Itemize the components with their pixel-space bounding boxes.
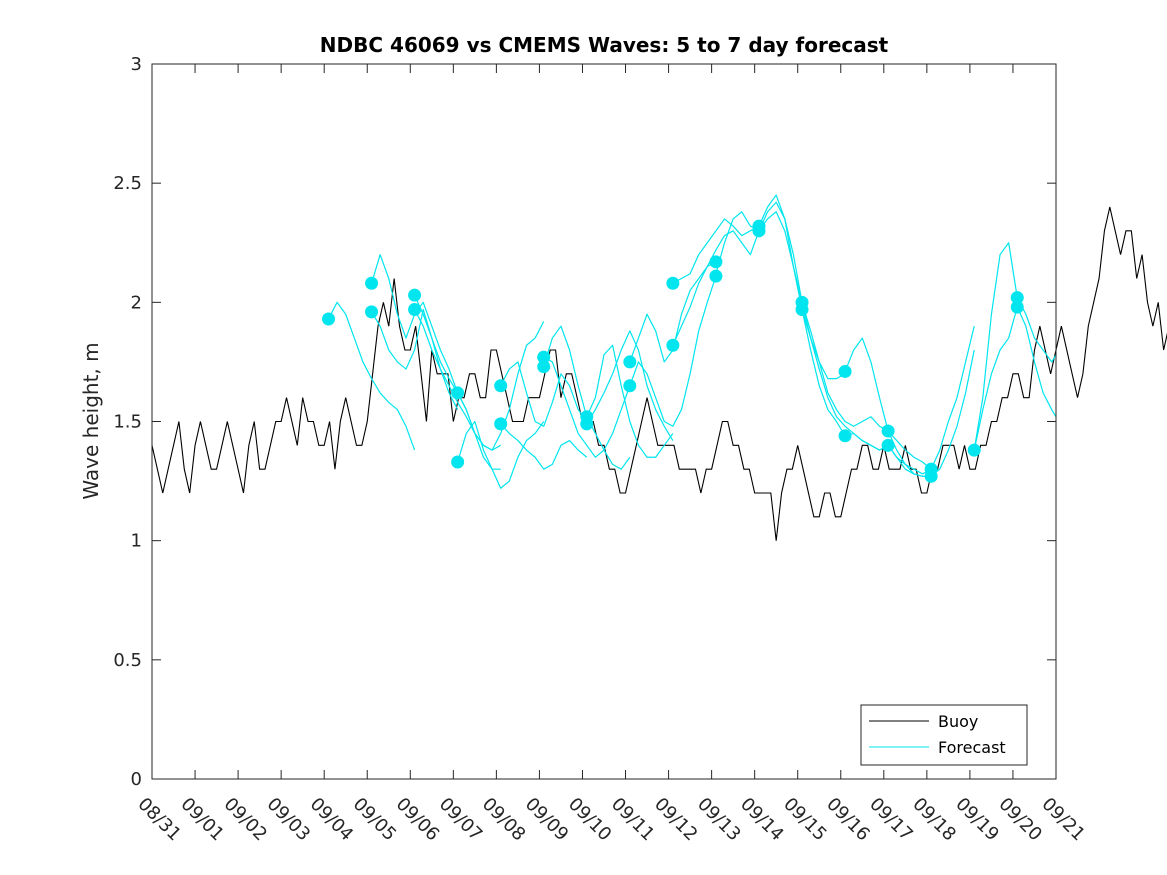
- legend-label-buoy: Buoy: [938, 712, 978, 731]
- forecast-marker: [838, 429, 852, 443]
- forecast-line: [586, 344, 674, 458]
- plot-background: [152, 64, 1056, 779]
- forecast-line: [629, 275, 717, 427]
- forecast-line: [801, 302, 889, 432]
- y-tick-label: 1: [131, 531, 142, 552]
- forecast-marker: [924, 469, 938, 483]
- forecast-marker: [666, 338, 680, 352]
- plot-frame: [151, 63, 1057, 780]
- forecast-line: [500, 361, 588, 427]
- forecast-line: [543, 356, 631, 458]
- forecast-marker: [365, 305, 379, 319]
- forecast-marker: [752, 224, 766, 238]
- forecast-marker: [881, 438, 895, 452]
- forecast-marker: [623, 355, 637, 369]
- forecast-marker: [322, 312, 335, 326]
- forecast-marker: [494, 379, 508, 393]
- y-axis-label: Wave height, m: [79, 342, 103, 499]
- y-tick-label: 2: [131, 292, 142, 313]
- forecast-marker: [709, 255, 723, 269]
- chart-title: NDBC 46069 vs CMEMS Waves: 5 to 7 day fo…: [320, 33, 889, 57]
- y-tick-label: 0: [131, 769, 142, 790]
- forecast-marker: [967, 443, 981, 457]
- forecast-marker: [408, 302, 422, 316]
- forecast-marker: [666, 276, 680, 290]
- forecast-line: [500, 423, 588, 470]
- forecast-marker: [537, 350, 551, 364]
- forecast-marker: [1010, 300, 1024, 314]
- y-tick-label: 3: [131, 54, 142, 75]
- forecast-marker: [1010, 291, 1024, 305]
- plot-area: [151, 63, 1167, 780]
- forecast-marker: [795, 302, 809, 316]
- y-tick-label: 2.5: [113, 173, 142, 194]
- forecast-line: [672, 230, 760, 346]
- forecast-marker: [537, 360, 551, 374]
- forecast-marker: [451, 386, 465, 400]
- forecast-line: [586, 330, 674, 441]
- legend-label-forecast: Forecast: [938, 738, 1006, 757]
- forecast-line: [371, 308, 459, 410]
- y-tick-labels: 0 0.5 1 1.5 2 2.5 3: [113, 54, 142, 790]
- forecast-marker: [451, 455, 465, 469]
- legend-box: [860, 704, 1028, 766]
- forecast-marker: [494, 417, 508, 431]
- forecast-marker: [881, 424, 895, 438]
- forecast-marker: [580, 417, 594, 431]
- forecast-marker: [709, 269, 723, 283]
- forecast-line: [672, 218, 760, 284]
- y-tick-label: 0.5: [113, 650, 142, 671]
- forecast-marker: [838, 364, 852, 378]
- forecast-line: [327, 301, 416, 451]
- forecast-marker: [408, 288, 422, 302]
- forecast-marker: [365, 276, 379, 290]
- buoy-series: [151, 206, 1167, 541]
- forecast-line: [457, 420, 545, 489]
- forecast-marker: [623, 379, 637, 393]
- y-tick-label: 1.5: [113, 412, 142, 433]
- forecast-markers: [322, 219, 1024, 483]
- legend: Buoy Forecast: [860, 704, 1028, 766]
- buoy-line: [151, 206, 1167, 541]
